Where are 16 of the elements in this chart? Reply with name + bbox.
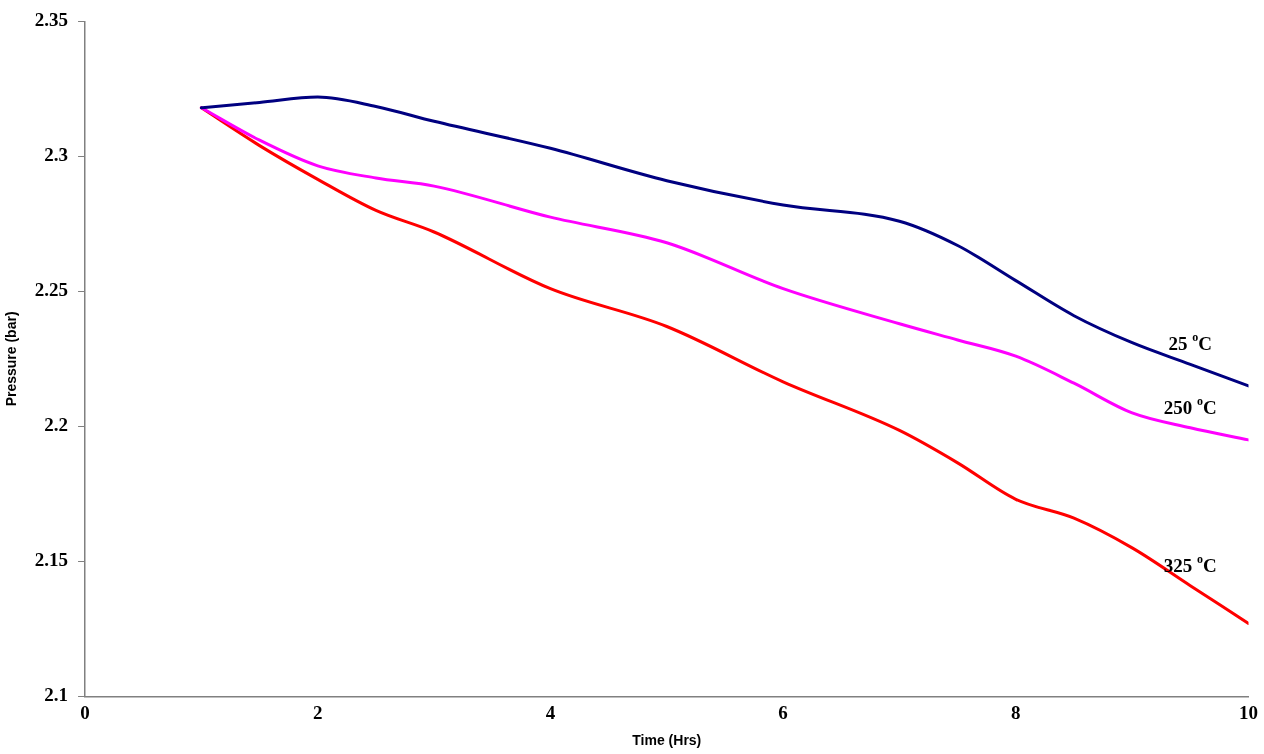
x-tick-label: 6 <box>778 701 788 723</box>
x-tick-label: 0 <box>80 701 90 723</box>
y-tick-label: 2.15 <box>34 549 69 571</box>
y-tick-label: 2.1 <box>44 684 69 706</box>
y-tick-label: 2.3 <box>44 144 69 166</box>
y-axis-title: Pressure (bar) <box>3 311 20 407</box>
x-tick-label: 8 <box>1011 701 1021 723</box>
x-tick-label: 2 <box>312 701 323 723</box>
line-series <box>199 95 1249 388</box>
y-tick-label: 2.35 <box>34 9 69 31</box>
x-tick-label: 4 <box>545 701 556 723</box>
y-tick-label: 2.25 <box>34 279 69 301</box>
x-tick-label: 10 <box>1239 701 1258 723</box>
x-axis-title: Time (Hrs) <box>632 732 702 749</box>
y-tick-label: 2.2 <box>44 414 69 436</box>
line-series <box>199 106 1249 442</box>
